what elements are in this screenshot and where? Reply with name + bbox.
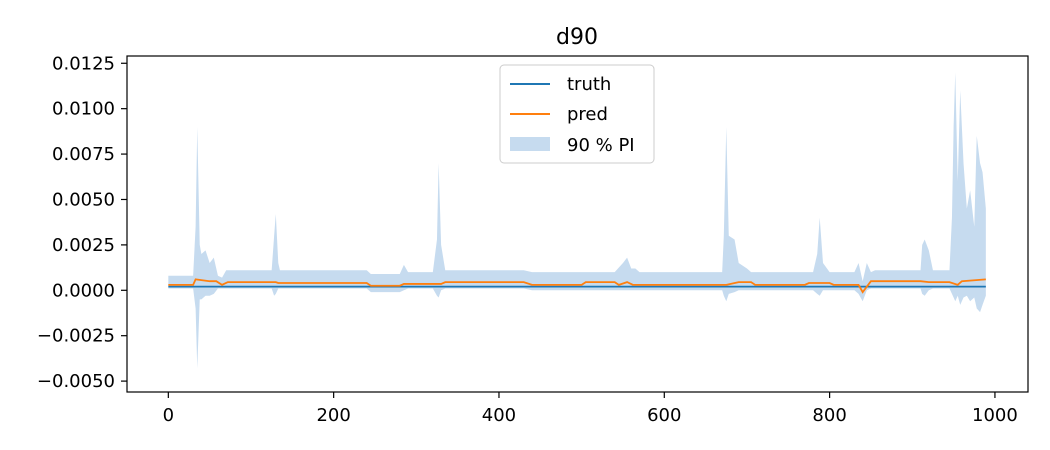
legend-pred-label: pred — [567, 104, 608, 125]
x-tick-label: 200 — [316, 405, 350, 426]
y-tick-label: 0.0100 — [52, 99, 115, 120]
legend-truth-label: truth — [567, 74, 611, 95]
y-tick-label: 0.0000 — [52, 280, 115, 301]
x-tick-label: 600 — [647, 405, 681, 426]
x-tick-label: 800 — [812, 405, 846, 426]
legend: truth pred 90 % PI — [499, 64, 655, 164]
x-tick-label: 0 — [163, 405, 174, 426]
legend-interval-label: 90 % PI — [567, 135, 635, 156]
plot-area-frame — [126, 55, 1029, 393]
x-tick-label: 400 — [482, 405, 516, 426]
chart-title: d90 — [556, 25, 598, 50]
y-axis: −0.0050 −0.0025 0.0000 0.0025 0.0050 0.0075 0.… — [37, 53, 127, 392]
y-tick-label: −0.0025 — [37, 326, 115, 347]
y-tick-label: 0.0125 — [52, 53, 115, 74]
x-axis: 0 200 400 600 800 1000 — [163, 392, 1018, 426]
x-tick-label: 1000 — [972, 405, 1018, 426]
y-tick-label: 0.0075 — [52, 144, 115, 165]
y-tick-label: 0.0025 — [52, 235, 115, 256]
y-tick-label: 0.0050 — [52, 189, 115, 210]
series-line-pred — [168, 278, 986, 294]
y-tick-label: −0.0050 — [37, 371, 115, 392]
legend-interval-swatch — [510, 137, 550, 151]
series-line-layer — [168, 278, 986, 294]
